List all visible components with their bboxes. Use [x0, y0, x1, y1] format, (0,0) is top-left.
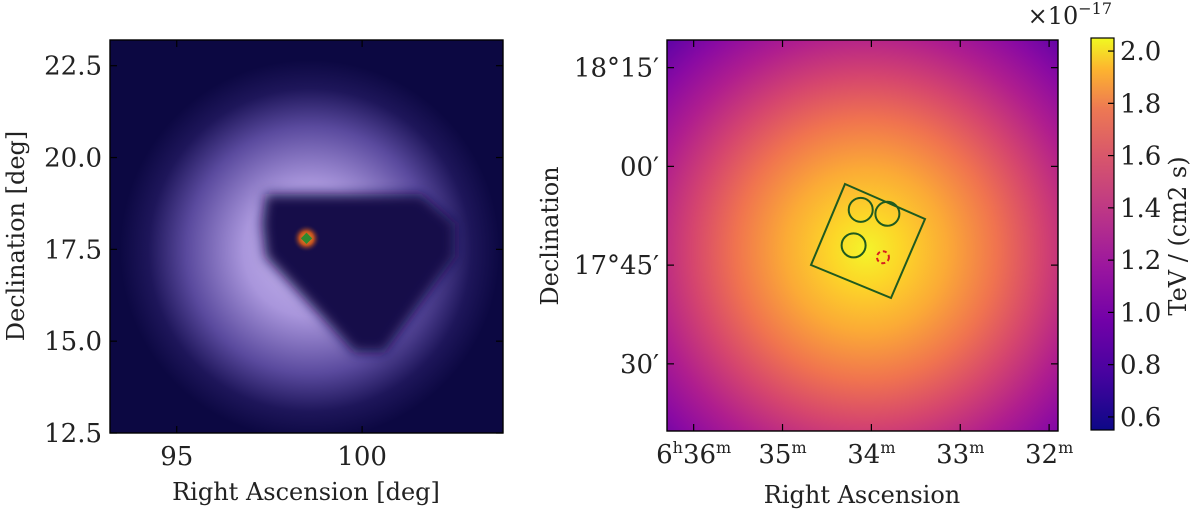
left-x-tick-label: 100	[337, 442, 387, 472]
off-region-circle	[840, 232, 867, 259]
right-x-tick-label: 6h36m	[656, 438, 731, 470]
colorbar-tick-label: 1.6	[1120, 142, 1161, 172]
colorbar-label: TeV / (cm2 s)	[1164, 156, 1192, 315]
off-region-circle	[874, 200, 901, 227]
off-region-circle	[847, 196, 874, 223]
right-y-ticks: 18°15′ 00′ 17°45′ 30′	[574, 54, 1058, 380]
colorbar-tick-label: 1.4	[1120, 194, 1161, 224]
right-x-tick-label: 33m	[936, 438, 984, 470]
right-x-tick-label: 35m	[758, 438, 806, 470]
left-y-tick-label: 20.0	[44, 144, 102, 174]
right-x-tick-label: 34m	[847, 438, 895, 470]
left-x-tick-label: 95	[160, 442, 193, 472]
colorbar-tick-label: 1.2	[1120, 246, 1161, 276]
left-y-tick-label: 17.5	[44, 235, 102, 265]
colorbar-tick-label: 2.0	[1120, 37, 1161, 67]
left-y-axis-title: Declination [deg]	[2, 131, 30, 342]
right-map-emission	[667, 40, 1058, 431]
left-x-axis-title: Right Ascension [deg]	[172, 478, 440, 506]
right-y-tick-label: 18°15′	[574, 54, 659, 84]
right-y-tick-label: 17°45′	[574, 251, 659, 281]
left-y-tick-label: 12.5	[44, 419, 102, 449]
colorbar-tick-label: 0.8	[1120, 351, 1161, 381]
source-marker	[300, 232, 313, 244]
colorbar-tick-label: 1.8	[1120, 89, 1161, 119]
right-y-axis-title: Declination	[536, 166, 564, 305]
left-y-tick-label: 15.0	[44, 327, 102, 357]
colorbar	[1090, 37, 1115, 431]
right-x-axis-title: Right Ascension	[764, 481, 961, 509]
colorbar-tick-label: 1.0	[1120, 298, 1161, 328]
colorbar-ticks: 0.6 0.8 1.0 1.2 1.4 1.6 1.8 2.0	[1108, 37, 1161, 433]
left-x-ticks: 95 100	[160, 40, 387, 472]
colorbar-tick-label: 0.6	[1120, 403, 1161, 433]
left-y-tick-label: 22.5	[44, 52, 102, 82]
colorbar-exponent: ×10−17	[1028, 0, 1112, 30]
left-axes-frame	[109, 39, 504, 434]
right-y-tick-label: 30′	[620, 350, 659, 380]
right-x-tick-label: 32m	[1025, 438, 1073, 470]
right-map-panel: 6h36m 35m 34m 33m 32m 18°15′ 00′ 17°45′ 30′ Rig…	[536, 0, 1192, 509]
region-overlays	[809, 182, 927, 300]
right-axes-frame	[666, 39, 1059, 432]
right-x-ticks: 6h36m 35m 34m 33m 32m	[656, 40, 1073, 470]
right-y-tick-label: 00′	[620, 152, 659, 182]
on-region-circle	[875, 250, 890, 265]
left-map-panel: 95 100 12.5 15.0 17.5 20.0 22.5 Right Ascensi…	[2, 39, 504, 506]
left-y-ticks: 12.5 15.0 17.5 20.0 22.5	[44, 52, 503, 449]
